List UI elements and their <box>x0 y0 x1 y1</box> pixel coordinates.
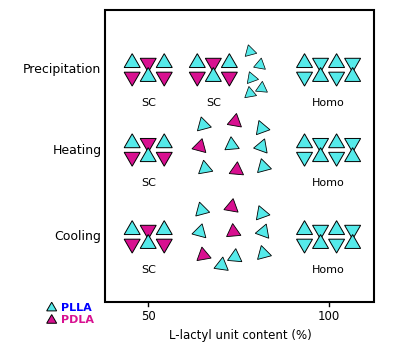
Polygon shape <box>221 72 237 86</box>
Polygon shape <box>247 72 259 83</box>
Polygon shape <box>258 159 271 172</box>
Polygon shape <box>329 152 344 166</box>
Polygon shape <box>329 54 344 68</box>
Polygon shape <box>124 72 140 86</box>
Polygon shape <box>140 148 156 161</box>
Polygon shape <box>312 138 329 152</box>
Polygon shape <box>197 117 211 131</box>
Polygon shape <box>312 225 329 239</box>
Polygon shape <box>312 235 329 248</box>
Polygon shape <box>296 152 312 166</box>
Polygon shape <box>228 249 242 262</box>
Polygon shape <box>227 114 241 127</box>
Polygon shape <box>296 239 312 253</box>
Text: 50: 50 <box>141 310 156 323</box>
Polygon shape <box>156 134 172 148</box>
Polygon shape <box>124 221 140 235</box>
Polygon shape <box>124 54 140 68</box>
Polygon shape <box>124 134 140 148</box>
Polygon shape <box>344 68 361 81</box>
Text: Precipitation: Precipitation <box>23 63 101 76</box>
Polygon shape <box>224 199 238 212</box>
Polygon shape <box>344 148 361 161</box>
Polygon shape <box>329 239 344 253</box>
Polygon shape <box>140 225 156 239</box>
Text: Cooling: Cooling <box>55 230 101 243</box>
Polygon shape <box>312 58 329 72</box>
Polygon shape <box>205 58 221 72</box>
Polygon shape <box>226 224 241 237</box>
Text: SC: SC <box>206 98 221 108</box>
Polygon shape <box>140 58 156 72</box>
Polygon shape <box>344 235 361 248</box>
Polygon shape <box>258 246 271 259</box>
Polygon shape <box>156 221 172 235</box>
Polygon shape <box>312 68 329 81</box>
Polygon shape <box>254 58 265 69</box>
Polygon shape <box>225 137 239 150</box>
Bar <box>105 10 374 302</box>
Polygon shape <box>47 302 57 311</box>
Polygon shape <box>156 54 172 68</box>
Polygon shape <box>189 72 205 86</box>
Polygon shape <box>196 202 210 216</box>
Polygon shape <box>192 139 206 152</box>
Polygon shape <box>344 138 361 152</box>
Polygon shape <box>156 239 172 253</box>
Polygon shape <box>329 134 344 148</box>
Polygon shape <box>329 221 344 235</box>
Polygon shape <box>256 206 270 220</box>
Polygon shape <box>329 72 344 86</box>
Polygon shape <box>140 138 156 152</box>
Polygon shape <box>245 45 257 56</box>
Polygon shape <box>312 148 329 161</box>
Polygon shape <box>255 224 269 238</box>
Text: Homo: Homo <box>312 98 345 108</box>
Text: L-lactyl unit content (%): L-lactyl unit content (%) <box>169 329 311 342</box>
Polygon shape <box>140 68 156 81</box>
Polygon shape <box>124 239 140 253</box>
Polygon shape <box>156 152 172 166</box>
Polygon shape <box>140 235 156 248</box>
Text: 100: 100 <box>317 310 340 323</box>
Polygon shape <box>296 72 312 86</box>
Polygon shape <box>254 139 267 153</box>
Text: PLLA: PLLA <box>61 303 91 313</box>
Polygon shape <box>47 315 57 323</box>
Polygon shape <box>256 120 270 135</box>
Text: Homo: Homo <box>312 265 345 275</box>
Polygon shape <box>296 54 312 68</box>
Polygon shape <box>221 54 237 68</box>
Text: Heating: Heating <box>52 144 101 157</box>
Polygon shape <box>256 81 267 92</box>
Text: SC: SC <box>141 98 156 108</box>
Text: Homo: Homo <box>312 178 345 188</box>
Polygon shape <box>245 86 256 98</box>
Polygon shape <box>344 225 361 239</box>
Polygon shape <box>344 58 361 72</box>
Text: SC: SC <box>141 178 156 188</box>
Polygon shape <box>229 162 244 175</box>
Polygon shape <box>296 221 312 235</box>
Polygon shape <box>296 134 312 148</box>
Polygon shape <box>198 160 213 174</box>
Polygon shape <box>124 152 140 166</box>
Text: PDLA: PDLA <box>61 315 94 325</box>
Polygon shape <box>197 247 211 260</box>
Polygon shape <box>192 224 206 238</box>
Polygon shape <box>214 257 228 270</box>
Polygon shape <box>156 72 172 86</box>
Polygon shape <box>189 54 205 68</box>
Polygon shape <box>205 68 221 81</box>
Text: SC: SC <box>141 265 156 275</box>
